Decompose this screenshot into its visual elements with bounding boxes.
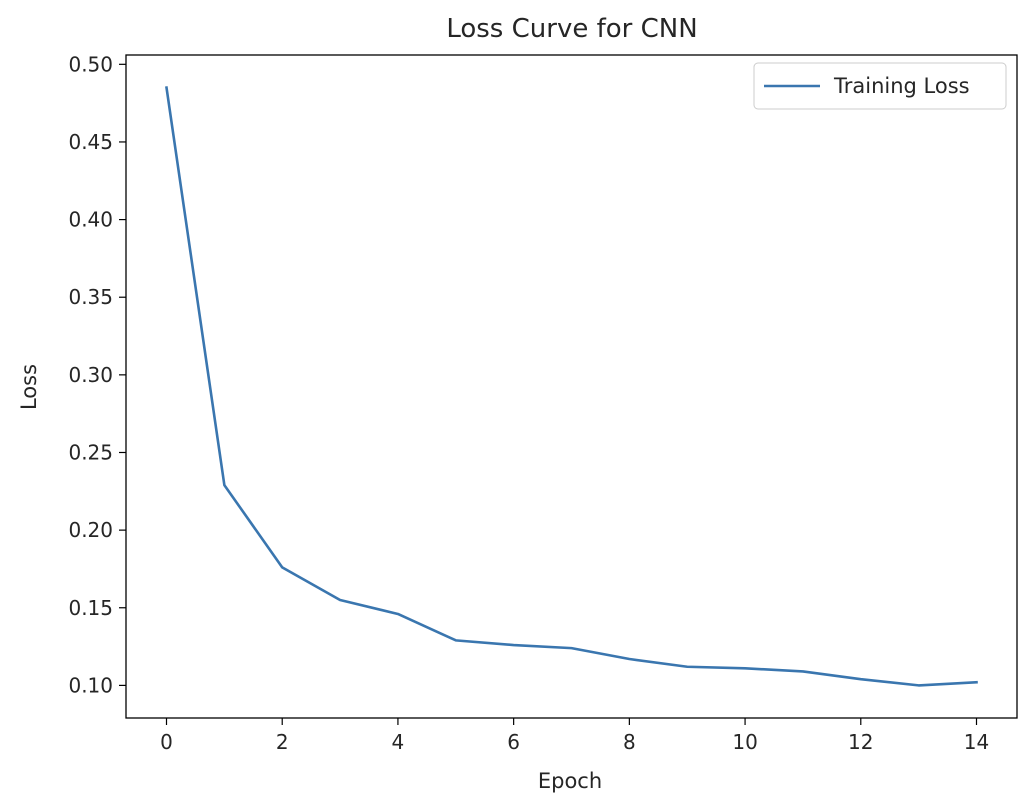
x-axis-label: Epoch [538, 769, 602, 793]
y-tick-label: 0.10 [68, 673, 113, 697]
data-point [224, 484, 226, 486]
data-point [513, 644, 515, 646]
y-tick-label: 0.35 [68, 285, 113, 309]
data-point [918, 685, 920, 687]
y-axis-ticks: 0.10 0.15 0.20 0.25 0.30 0.35 0.40 0.45 0.50 [68, 52, 126, 697]
y-tick-label: 0.25 [68, 440, 113, 464]
data-point [802, 671, 804, 673]
x-tick-label: 0 [160, 730, 173, 754]
x-tick-label: 2 [276, 730, 289, 754]
x-tick-label: 12 [848, 730, 873, 754]
data-point [629, 658, 631, 660]
legend-label-training-loss: Training Loss [833, 74, 970, 98]
legend: Training Loss [753, 62, 1007, 110]
y-tick-label: 0.30 [68, 363, 113, 387]
y-tick-label: 0.40 [68, 208, 113, 232]
legend-box [753, 62, 1007, 110]
data-point [686, 666, 688, 668]
x-tick-label: 6 [507, 730, 520, 754]
y-tick-label: 0.20 [68, 518, 113, 542]
data-point [976, 681, 978, 683]
x-axis-ticks: 0 2 4 6 8 10 12 14 [160, 718, 989, 754]
y-axis-label: Loss [17, 364, 41, 410]
data-point [571, 647, 573, 649]
plot-area-frame [125, 54, 1018, 719]
chart-title: Loss Curve for CNN [446, 14, 697, 44]
data-point [339, 599, 341, 601]
series-layer [165, 86, 978, 687]
data-point [744, 668, 746, 670]
data-point [281, 567, 283, 569]
data-point [166, 87, 168, 89]
data-point [860, 678, 862, 680]
y-tick-label: 0.45 [68, 130, 113, 154]
x-tick-label: 8 [623, 730, 636, 754]
data-point [455, 640, 457, 642]
x-tick-label: 4 [392, 730, 405, 754]
y-tick-label: 0.15 [68, 596, 113, 620]
y-tick-label: 0.50 [68, 52, 113, 76]
data-point [397, 613, 399, 615]
x-tick-label: 14 [964, 730, 989, 754]
series-line-training-loss [165, 86, 978, 687]
x-tick-label: 10 [732, 730, 757, 754]
